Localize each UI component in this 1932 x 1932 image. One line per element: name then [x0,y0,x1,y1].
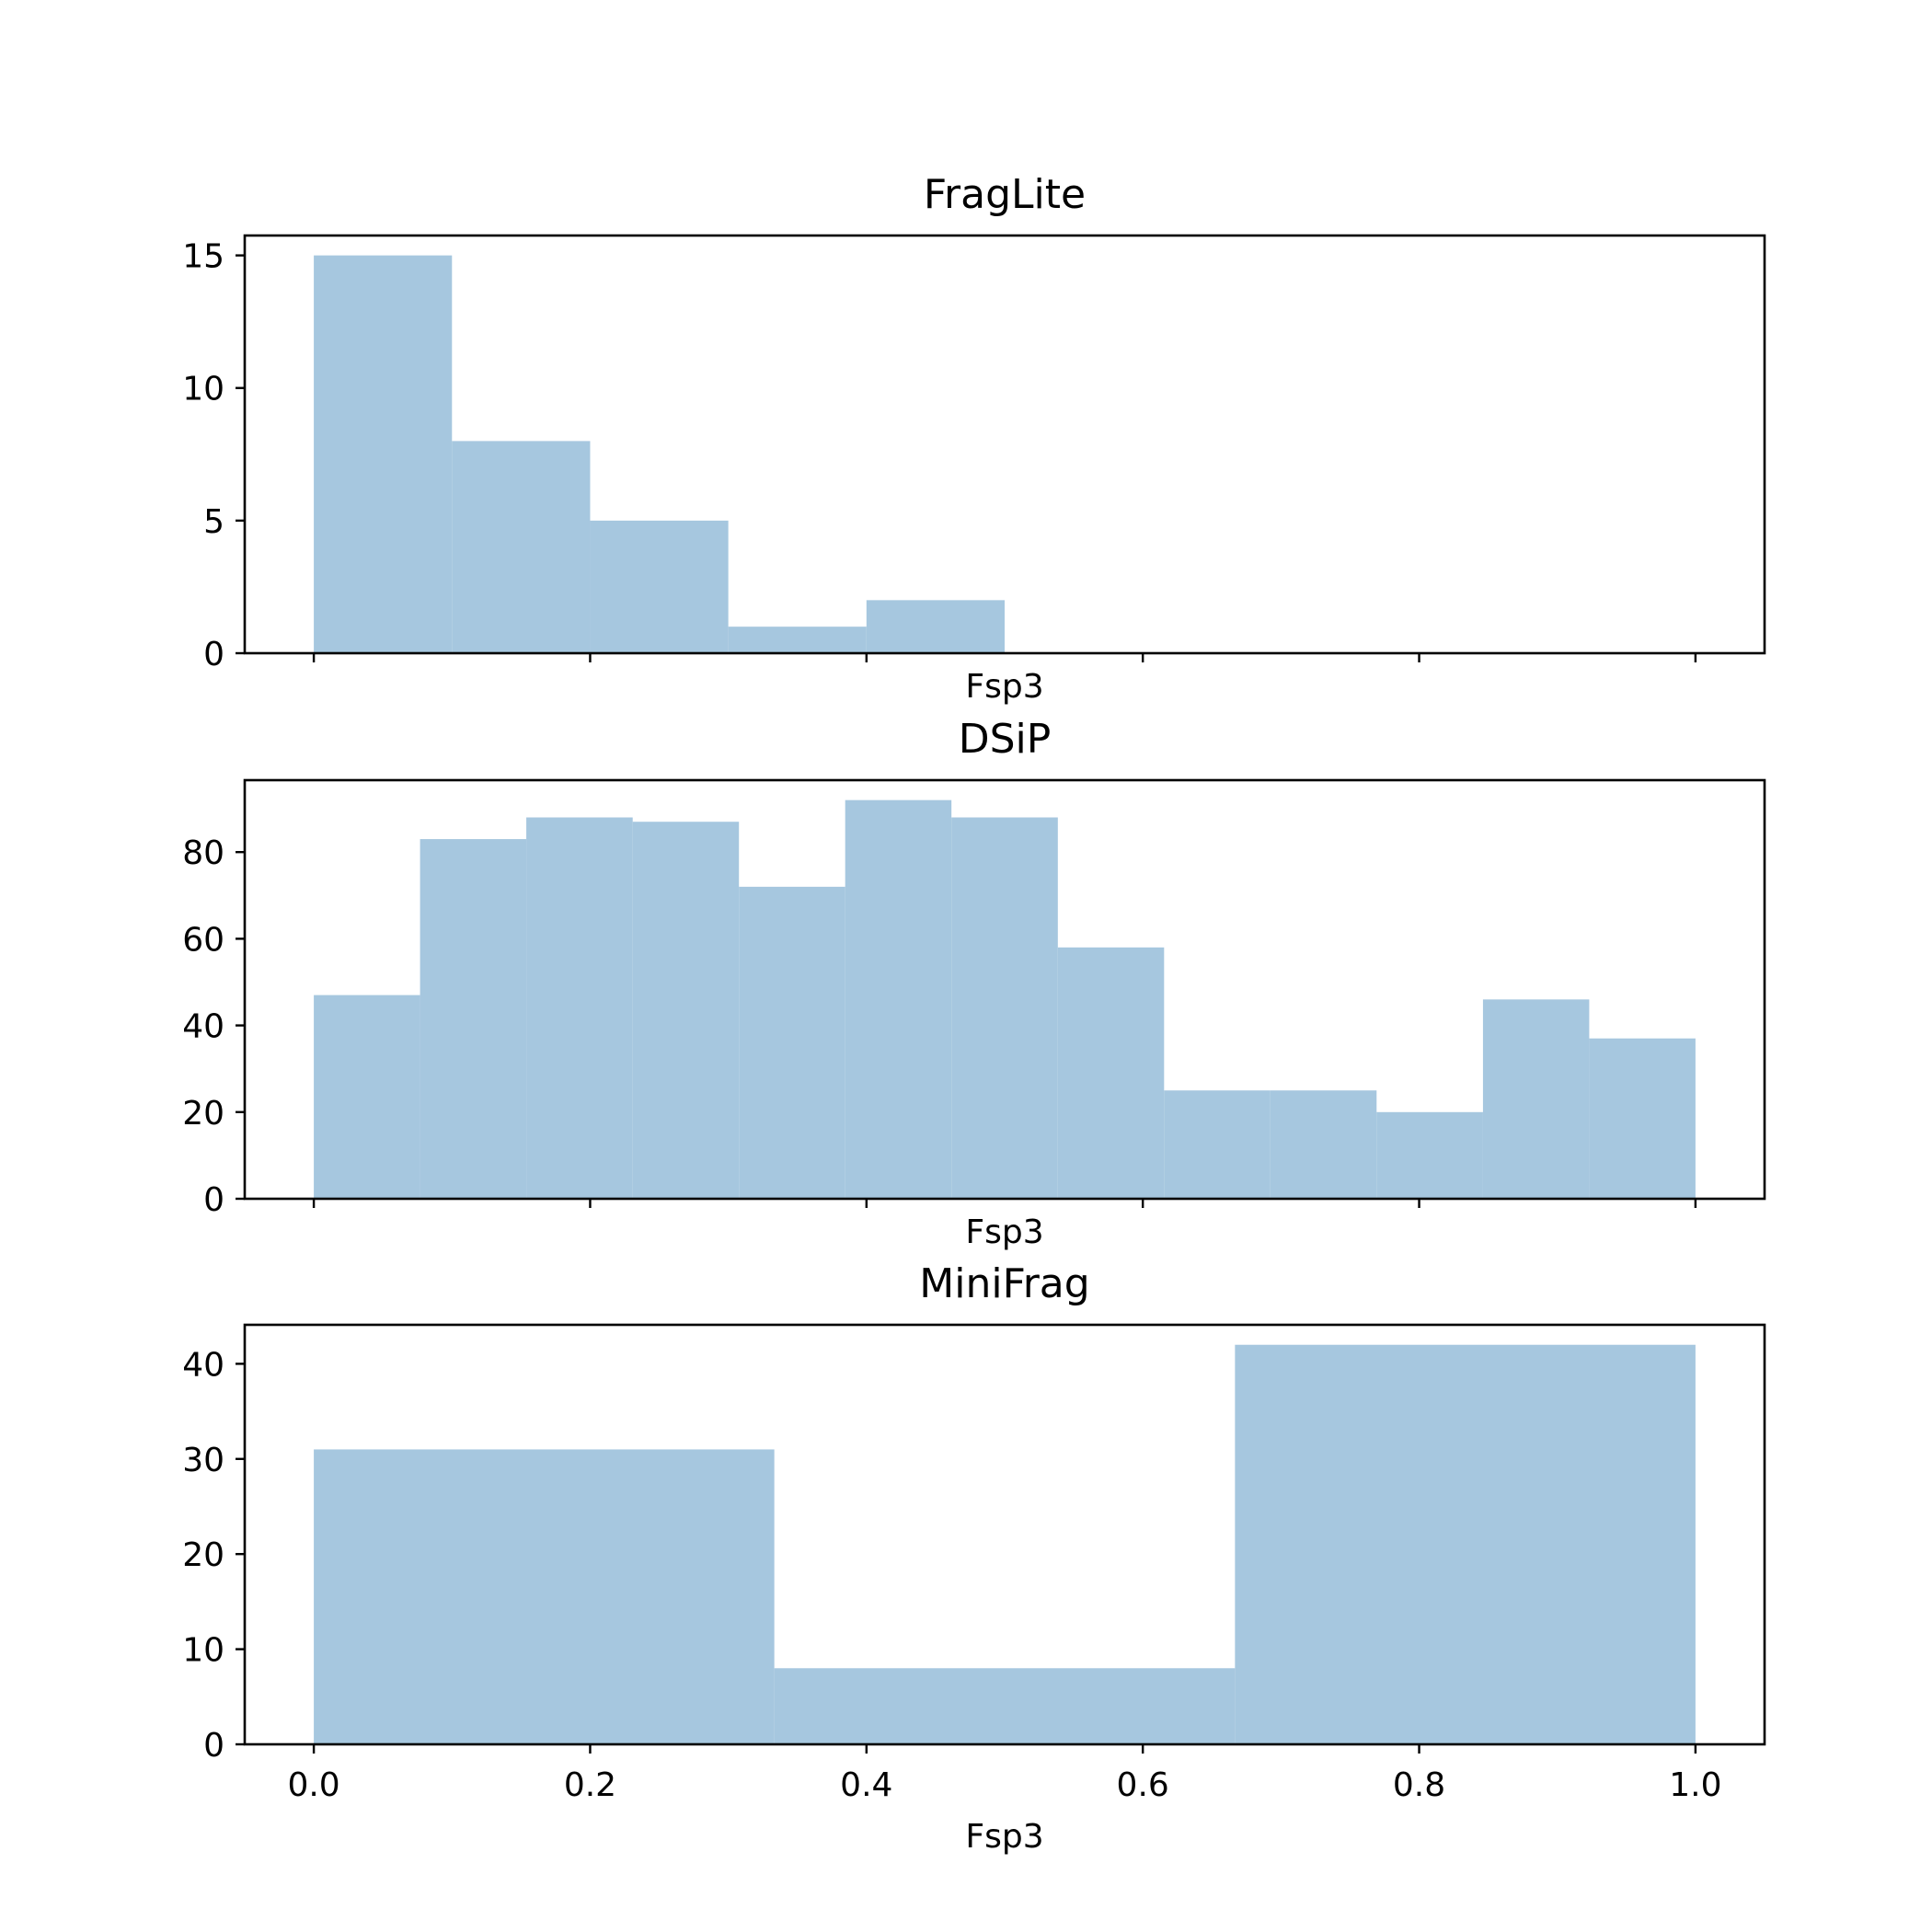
y-tick-label: 20 [182,1095,224,1133]
histogram-bar [314,255,453,653]
histogram-bar [632,822,740,1199]
subplot-minifrag: 0 10 20 30 40 0.0 0.2 0.4 0.6 0.8 1.0 MiniFrag Fsp3 [182,1260,1766,1856]
histogram-bar [1057,947,1165,1199]
x-tick-label: 1.0 [1669,1766,1721,1804]
histogram-bar [526,817,633,1199]
y-tick-label: 0 [203,1181,224,1219]
subplot-fraglite: 0 5 10 15 FragLite Fsp3 [182,171,1766,706]
histogram-bar [420,839,527,1199]
histogram-bar [1482,999,1590,1199]
histogram-bar [1589,1038,1696,1199]
x-tick-label: 0.0 [287,1766,339,1804]
histogram-bar [314,1449,775,1744]
histogram-bar [1164,1090,1271,1199]
y-tick-label: 10 [182,1632,224,1670]
histogram-bar [1270,1090,1377,1199]
histogram-bar [1376,1111,1483,1199]
y-tick-label: 15 [182,238,224,276]
histogram-bar [728,627,867,653]
subplot-title: FragLite [924,171,1086,218]
y-tick-label: 5 [203,503,224,541]
histogram-bar [774,1668,1236,1744]
y-tick-label: 10 [182,371,224,408]
x-tick-label: 0.8 [1393,1766,1445,1804]
histogram-bar [739,886,845,1199]
y-tick-label: 30 [182,1442,224,1479]
x-axis-label: Fsp3 [965,1213,1043,1251]
x-axis-label: Fsp3 [965,668,1043,706]
histogram-bar [951,817,1058,1199]
histogram-bar [1235,1344,1696,1744]
y-tick-label: 40 [182,1008,224,1046]
x-tick-label: 0.2 [564,1766,616,1804]
y-tick-label: 60 [182,921,224,959]
y-tick-label: 20 [182,1536,224,1574]
x-axis-label: Fsp3 [965,1818,1043,1856]
histogram-bar [866,600,1005,653]
subplot-title: MiniFrag [919,1260,1089,1307]
y-tick-label: 0 [203,636,224,673]
subplot-dsip: 0 20 40 60 80 DSiP Fsp3 [182,716,1766,1251]
axes-frame [243,778,1766,1201]
histogram-bar [314,995,420,1199]
axes-frame [243,1323,1766,1746]
y-tick-label: 40 [182,1346,224,1384]
histogram-bar [845,799,952,1199]
y-tick-label: 0 [203,1727,224,1765]
axes-frame [243,234,1766,655]
histogram-bar [590,520,729,653]
x-tick-label: 0.6 [1117,1766,1169,1804]
x-tick-label: 0.4 [840,1766,892,1804]
histogram-bar [452,441,591,653]
subplot-title: DSiP [959,716,1052,763]
y-tick-label: 80 [182,834,224,872]
